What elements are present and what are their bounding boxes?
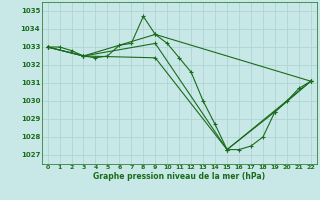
X-axis label: Graphe pression niveau de la mer (hPa): Graphe pression niveau de la mer (hPa) bbox=[93, 172, 265, 181]
